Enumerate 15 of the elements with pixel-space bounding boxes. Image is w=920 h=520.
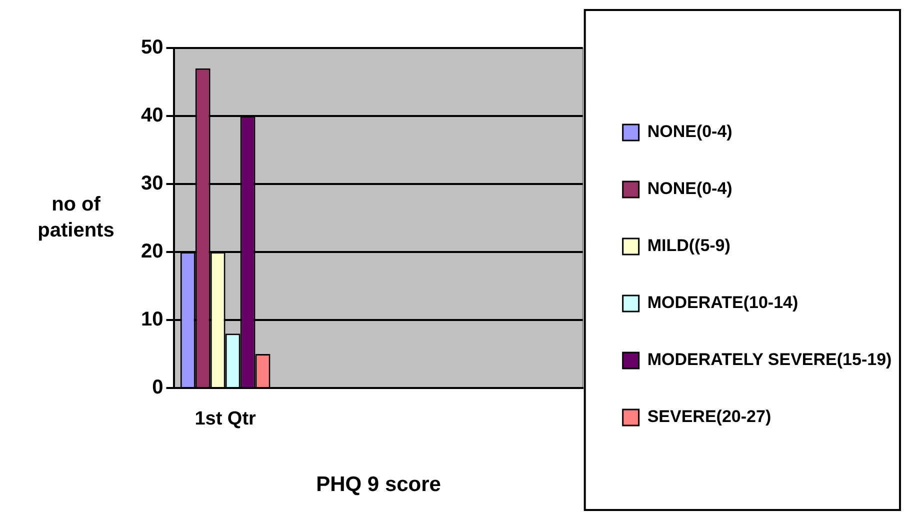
legend-label: MODERATE(10-14) (647, 293, 798, 312)
y-tick-label: 30 (140, 172, 164, 195)
y-tick-label: 40 (140, 104, 164, 127)
y-tick-label: 10 (140, 308, 164, 331)
y-axis-title: no of patients (38, 194, 114, 242)
legend-label: MODERATELY SEVERE(15-19) (647, 350, 892, 370)
y-tick-label: 20 (140, 240, 164, 263)
legend-label: NONE(0-4) (647, 179, 732, 198)
legend-label: NONE(0-4) (647, 122, 732, 142)
y-tick-label: 0 (152, 376, 164, 399)
legend-label: MILD((5-9) (647, 236, 730, 256)
y-tick-label: 50 (140, 36, 164, 59)
x-axis-title: PHQ 9 score (316, 473, 441, 496)
x-tick-label: 1st Qtr (194, 408, 257, 430)
legend-label: SEVERE(20-27) (647, 407, 772, 426)
